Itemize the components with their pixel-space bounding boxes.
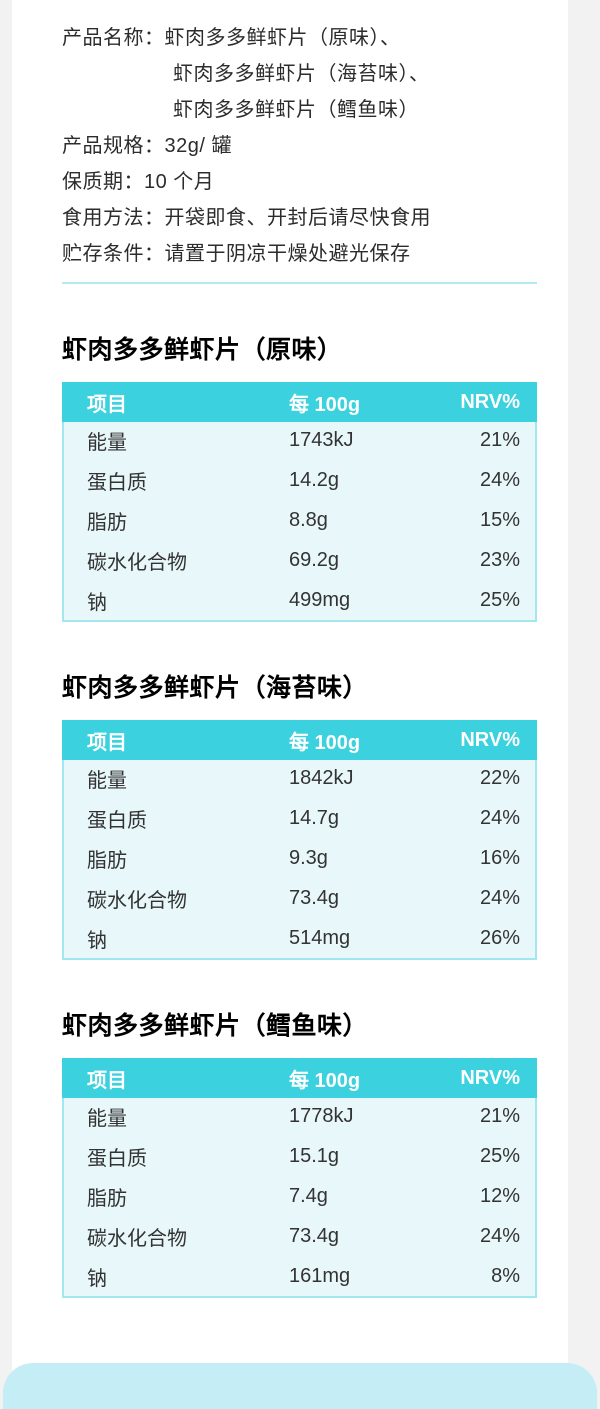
nrv-cell: 24%: [479, 1224, 520, 1247]
table-row: 碳水化合物 73.4g 24%: [64, 1216, 535, 1256]
table-row: 能量 1778kJ 21%: [64, 1096, 535, 1136]
per-100g-cell: 1842kJ: [289, 766, 354, 789]
header-nrv: NRV%: [460, 1066, 520, 1089]
nrv-cell: 24%: [479, 806, 520, 829]
header-item: 项目: [87, 731, 127, 754]
nrv-cell: 23%: [479, 548, 520, 571]
content-card: 产品名称：虾肉多多鲜虾片（原味）、 虾肉多多鲜虾片（海苔味）、 虾肉多多鲜虾片（…: [12, 0, 568, 1409]
per-100g-cell: 14.7g: [289, 806, 340, 829]
nrv-cell: 8%: [491, 1264, 520, 1287]
product-name-line-3: 虾肉多多鲜虾片（鳕鱼味）: [173, 99, 419, 121]
section-title-cod: 虾肉多多鲜虾片（鳕鱼味）: [62, 1012, 369, 1040]
shelf-life-line: 保质期：10 个月: [62, 171, 215, 193]
nutrition-table-cod: 项目 每 100g NRV% 能量 1778kJ 21% 蛋白质 15.1g 2…: [62, 1058, 537, 1298]
nutrient-name-cell: 能量: [87, 431, 127, 454]
table-row: 能量 1842kJ 22%: [64, 758, 535, 798]
table-row: 碳水化合物 69.2g 23%: [64, 540, 535, 580]
product-spec-line: 产品规格：32g/ 罐: [62, 135, 232, 157]
per-100g-cell: 7.4g: [289, 1184, 328, 1207]
table-row: 蛋白质 14.7g 24%: [64, 798, 535, 838]
nrv-cell: 15%: [479, 508, 520, 531]
table-row: 钠 499mg 25%: [64, 580, 535, 620]
per-100g-cell: 514mg: [289, 926, 351, 949]
nrv-cell: 12%: [479, 1184, 520, 1207]
header-per100g: 每 100g: [289, 1069, 361, 1092]
header-item: 项目: [87, 393, 127, 416]
per-100g-cell: 1778kJ: [289, 1104, 354, 1127]
nutrient-name-cell: 脂肪: [87, 849, 127, 872]
nutrient-name-cell: 碳水化合物: [87, 551, 187, 574]
table-header-row: 项目 每 100g NRV%: [64, 384, 535, 420]
section-title-seaweed: 虾肉多多鲜虾片（海苔味）: [62, 674, 369, 702]
nrv-cell: 26%: [479, 926, 520, 949]
table-row: 脂肪 9.3g 16%: [64, 838, 535, 878]
table-row: 蛋白质 14.2g 24%: [64, 460, 535, 500]
nutrient-name-cell: 能量: [87, 1107, 127, 1130]
nutrition-table-original: 项目 每 100g NRV% 能量 1743kJ 21% 蛋白质 14.2g 2…: [62, 382, 537, 622]
header-nrv: NRV%: [460, 390, 520, 413]
per-100g-cell: 73.4g: [289, 886, 340, 909]
per-100g-cell: 73.4g: [289, 1224, 340, 1247]
nutrient-name-cell: 蛋白质: [87, 471, 147, 494]
usage-line: 食用方法：开袋即食、开封后请尽快食用: [62, 207, 431, 229]
per-100g-cell: 14.2g: [289, 468, 340, 491]
table-row: 钠 161mg 8%: [64, 1256, 535, 1296]
nrv-cell: 25%: [479, 1144, 520, 1167]
per-100g-cell: 1743kJ: [289, 428, 354, 451]
section-divider: [62, 282, 537, 284]
per-100g-cell: 8.8g: [289, 508, 328, 531]
header-item: 项目: [87, 1069, 127, 1092]
header-per100g: 每 100g: [289, 731, 361, 754]
header-nrv: NRV%: [460, 728, 520, 751]
table-row: 碳水化合物 73.4g 24%: [64, 878, 535, 918]
per-100g-cell: 161mg: [289, 1264, 351, 1287]
nrv-cell: 25%: [479, 588, 520, 611]
nutrient-name-cell: 钠: [87, 591, 107, 614]
storage-line: 贮存条件：请置于阴凉干燥处避光保存: [62, 243, 411, 265]
table-row: 能量 1743kJ 21%: [64, 420, 535, 460]
product-info-block: 产品名称：虾肉多多鲜虾片（原味）、 虾肉多多鲜虾片（海苔味）、 虾肉多多鲜虾片（…: [62, 20, 537, 272]
nutrient-name-cell: 钠: [87, 929, 107, 952]
per-100g-cell: 15.1g: [289, 1144, 340, 1167]
per-100g-cell: 9.3g: [289, 846, 328, 869]
nutrient-name-cell: 脂肪: [87, 1187, 127, 1210]
table-row: 脂肪 7.4g 12%: [64, 1176, 535, 1216]
nutrient-name-cell: 钠: [87, 1267, 107, 1290]
table-row: 钠 514mg 26%: [64, 918, 535, 958]
nutrient-name-cell: 碳水化合物: [87, 889, 187, 912]
table-row: 蛋白质 15.1g 25%: [64, 1136, 535, 1176]
header-per100g: 每 100g: [289, 393, 361, 416]
nutrient-name-cell: 碳水化合物: [87, 1227, 187, 1250]
nrv-cell: 21%: [479, 428, 520, 451]
section-title-original: 虾肉多多鲜虾片（原味）: [62, 336, 343, 364]
nutrition-table-seaweed: 项目 每 100g NRV% 能量 1842kJ 22% 蛋白质 14.7g 2…: [62, 720, 537, 960]
product-name-line-1: 产品名称：虾肉多多鲜虾片（原味）、: [62, 27, 401, 49]
nutrient-name-cell: 蛋白质: [87, 809, 147, 832]
nrv-cell: 24%: [479, 886, 520, 909]
per-100g-cell: 499mg: [289, 588, 351, 611]
nutrient-name-cell: 能量: [87, 769, 127, 792]
product-name-line-2: 虾肉多多鲜虾片（海苔味）、: [173, 63, 430, 85]
table-row: 脂肪 8.8g 15%: [64, 500, 535, 540]
nrv-cell: 24%: [479, 468, 520, 491]
next-section-panel: [3, 1363, 597, 1409]
table-header-row: 项目 每 100g NRV%: [64, 722, 535, 758]
nutrient-name-cell: 蛋白质: [87, 1147, 147, 1170]
per-100g-cell: 69.2g: [289, 548, 340, 571]
nrv-cell: 22%: [479, 766, 520, 789]
nrv-cell: 16%: [479, 846, 520, 869]
table-header-row: 项目 每 100g NRV%: [64, 1060, 535, 1096]
nrv-cell: 21%: [479, 1104, 520, 1127]
nutrient-name-cell: 脂肪: [87, 511, 127, 534]
